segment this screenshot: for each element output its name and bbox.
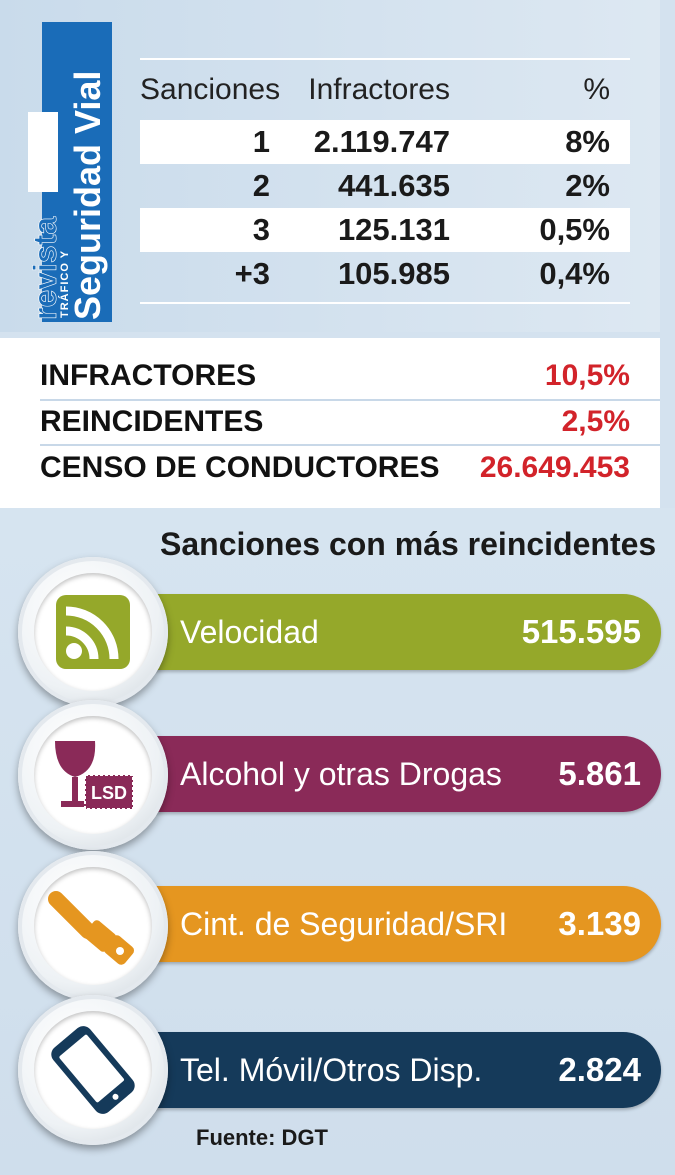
divider: [40, 444, 660, 446]
cell-infractores: 2.119.747: [313, 124, 450, 159]
logo-graphic: Seguridad Vial TRÁFICO Y revista: [28, 22, 112, 322]
bar-label: Alcohol y otras Drogas: [180, 755, 502, 792]
bar-velocidad: Velocidad 515.595: [95, 594, 661, 670]
cell-infractores: 125.131: [337, 212, 450, 247]
table-header: Sanciones Infractores %: [140, 60, 630, 120]
cell-infractores: 105.985: [337, 256, 450, 291]
summary-row-infractores: INFRACTORES 10,5%: [40, 354, 630, 398]
cell-sanciones: 3: [252, 212, 270, 247]
bar-label: Cint. de Seguridad/SRI: [180, 905, 508, 942]
summary-value: 26.649.453: [479, 451, 630, 484]
seatbelt-icon: [48, 891, 134, 965]
bar-label: Velocidad: [180, 613, 319, 650]
section-title: Sanciones con más reincidentes: [160, 526, 657, 562]
table-row: 3 125.131 0,5%: [140, 208, 630, 252]
bar-value: 2.824: [558, 1051, 641, 1088]
cell-percent: 0,4%: [539, 256, 610, 291]
badge-alcohol: LSD: [18, 700, 168, 850]
summary-label: REINCIDENTES: [40, 405, 264, 438]
revista-logo: Seguridad Vial TRÁFICO Y revista: [28, 22, 112, 322]
logo-seguridad-vial: Seguridad Vial: [67, 71, 108, 320]
bar-cinturon: Cint. de Seguridad/SRI 3.139: [95, 886, 661, 962]
header-infractores: Infractores: [308, 73, 450, 106]
bar-value: 3.139: [558, 905, 641, 942]
statistics-panel: Seguridad Vial TRÁFICO Y revista Sancion…: [0, 0, 660, 332]
badge-velocidad: [18, 557, 168, 707]
badge-cinturon: [18, 851, 168, 1001]
header-percent: %: [583, 73, 610, 106]
speed-icon: [56, 595, 130, 669]
alcohol-drugs-icon: LSD: [55, 741, 134, 810]
table-row: 2 441.635 2%: [140, 164, 630, 208]
cell-sanciones: 1: [252, 124, 270, 159]
summary-panel: INFRACTORES 10,5% REINCIDENTES 2,5% CENS…: [0, 338, 660, 508]
bar-movil: Tel. Móvil/Otros Disp. 2.824: [95, 1032, 661, 1108]
source-credit: Fuente: DGT: [196, 1125, 328, 1150]
badge-movil: [18, 995, 168, 1145]
summary-row-reincidentes: REINCIDENTES 2,5%: [40, 400, 630, 444]
summary-row-censo: CENSO DE CONDUCTORES 26.649.453: [40, 446, 630, 490]
bar-alcohol: Alcohol y otras Drogas 5.861: [95, 736, 661, 812]
summary-value: 2,5%: [561, 405, 630, 438]
summary-value: 10,5%: [544, 359, 630, 392]
table-row: 1 2.119.747 8%: [140, 120, 630, 164]
logo-revista: revista: [28, 217, 63, 320]
bar-value: 515.595: [521, 613, 641, 650]
cell-sanciones: +3: [234, 256, 270, 291]
summary-label: CENSO DE CONDUCTORES: [40, 451, 440, 484]
cell-percent: 0,5%: [539, 212, 610, 247]
bar-label: Tel. Móvil/Otros Disp.: [180, 1051, 483, 1088]
cell-percent: 8%: [565, 124, 610, 159]
logo-trafico: TRÁFICO Y: [58, 250, 71, 318]
cell-infractores: 441.635: [337, 168, 450, 203]
summary-label: INFRACTORES: [40, 359, 257, 392]
header-sanciones: Sanciones: [140, 73, 281, 106]
cell-percent: 2%: [565, 168, 610, 203]
divider: [40, 399, 660, 401]
mobile-phone-icon: [51, 1026, 135, 1114]
table-row: +3 105.985 0,4%: [140, 252, 630, 296]
bar-value: 5.861: [558, 755, 641, 792]
table-divider: [140, 302, 630, 304]
sanctions-table: Sanciones Infractores % 1 2.119.747 8% 2…: [140, 58, 630, 304]
cell-sanciones: 2: [252, 168, 270, 203]
lsd-stamp-label: LSD: [91, 783, 127, 803]
